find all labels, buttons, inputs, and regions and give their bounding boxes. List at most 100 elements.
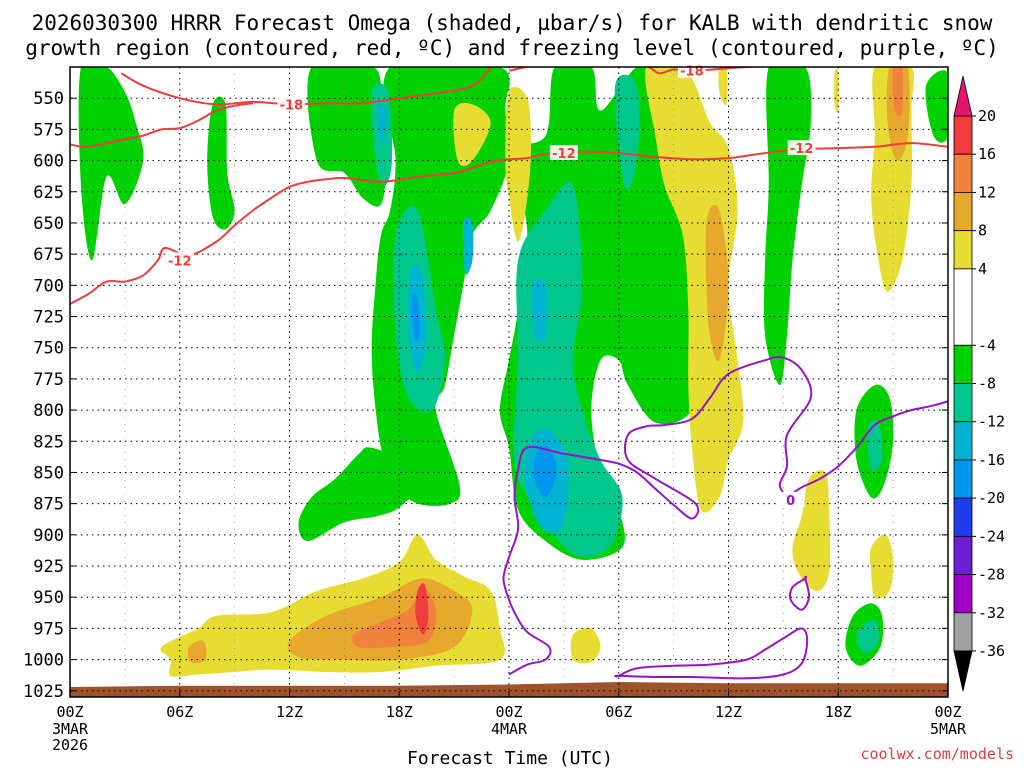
y-tick-label: 625	[33, 183, 64, 203]
x-tick-label: 00Z	[934, 703, 961, 721]
colorbar-bin	[953, 497, 973, 537]
y-tick-label: 750	[33, 339, 64, 359]
contour-label: -12	[790, 142, 814, 157]
colorbar-bin	[953, 383, 973, 423]
colorbar-tick-label: -20	[978, 489, 1005, 507]
x-tick-sublabel: 4MAR	[491, 720, 528, 738]
contour-label: -12	[168, 254, 192, 269]
colorbar-bin	[953, 230, 973, 270]
omega-region	[867, 420, 883, 472]
omega-region	[298, 447, 418, 542]
x-tick-sublabel: 3MAR	[52, 720, 89, 738]
contour-label-bg	[776, 491, 805, 507]
y-tick-label: 800	[33, 401, 64, 421]
colorbar-bin	[953, 421, 973, 461]
y-tick-label: 850	[33, 463, 64, 483]
colorbar-tick-label: -16	[978, 451, 1005, 469]
omega-region	[705, 204, 729, 362]
colorbar-bin	[953, 459, 973, 499]
omega-region	[570, 627, 601, 664]
contour-label-bg	[787, 140, 816, 156]
y-tick-label: 1025	[23, 682, 64, 702]
omega-region	[453, 102, 491, 167]
x-tick-sublabel: 5MAR	[930, 720, 967, 738]
omega-region	[371, 67, 510, 506]
contour-label-bg	[549, 145, 578, 161]
omega-region	[892, 67, 904, 117]
y-tick-label: 1000	[23, 651, 64, 671]
omega-region	[462, 217, 474, 275]
contour-line	[70, 142, 948, 305]
chart-title-line-2: growth region (contoured, red, ºC) and f…	[25, 36, 999, 60]
colorbar-bin	[953, 612, 973, 652]
y-tick-label: 775	[33, 370, 64, 390]
contour-line	[614, 627, 809, 680]
colorbar-tick-label: -8	[978, 375, 996, 393]
colorbar-over-arrow	[953, 75, 973, 117]
x-tick-label: 00Z	[56, 703, 83, 721]
omega-region	[505, 86, 531, 242]
x-tick-label: 12Z	[276, 703, 303, 721]
y-tick-label: 700	[33, 276, 64, 296]
contour-label-bg	[165, 252, 194, 268]
colorbar-tick-label: -24	[978, 527, 1005, 545]
contour-label: 0	[786, 494, 795, 509]
y-tick-label: 675	[33, 245, 64, 265]
x-tick-sublabel: 2026	[52, 736, 88, 754]
chart-title-line-1: 2026030300 HRRR Forecast Omega (shaded, …	[32, 11, 993, 35]
y-axis-ticks: 550 575 600 625 650 675 700 725 750 775 800 825 850 8…	[23, 89, 948, 702]
colorbar-bin	[953, 344, 973, 384]
x-tick-label: 00Z	[495, 703, 522, 721]
y-tick-label: 725	[33, 308, 64, 328]
colorbar-tick-label: 20	[978, 107, 996, 125]
colorbar-tick-label: -4	[978, 336, 996, 354]
contour-label: -18	[280, 98, 304, 113]
colorbar-tick-label: -36	[978, 642, 1005, 660]
x-tick-label: 12Z	[715, 703, 742, 721]
x-axis-label: Forecast Time (UTC)	[407, 748, 613, 768]
omega-region	[411, 293, 420, 340]
omega-region	[792, 470, 831, 591]
x-tick-label: 18Z	[825, 703, 852, 721]
colorbar-bin	[953, 574, 973, 614]
contour-line	[120, 67, 492, 106]
colorbar-tick-label: 8	[978, 222, 987, 240]
omega-region	[531, 279, 548, 342]
y-tick-label: 650	[33, 214, 64, 234]
omega-region	[718, 67, 728, 106]
contour-labels: -18 -18 -12 -12 -12 0	[165, 62, 816, 509]
omega-region	[645, 67, 744, 513]
y-tick-label: 950	[33, 588, 64, 608]
omega-region	[376, 102, 387, 144]
colorbar-bin	[953, 115, 973, 155]
contour-label-bg	[277, 96, 306, 112]
y-tick-label: 925	[33, 557, 64, 577]
colorbar-under-arrow	[953, 650, 973, 692]
colorbar-bin	[953, 192, 973, 232]
omega-region	[925, 70, 948, 143]
colorbar: 20 16 12 8 4 -4 -8 -12 -16 -20 -24 -28 -32 -36	[953, 75, 1005, 692]
credit-text: coolwx.com/models	[860, 745, 1014, 763]
x-tick-label: 18Z	[386, 703, 413, 721]
contour-line	[70, 102, 254, 148]
omega-region	[415, 583, 429, 635]
colorbar-tick-label: 16	[978, 145, 996, 163]
omega-region	[533, 446, 557, 498]
contour-line	[786, 400, 948, 499]
omega-region	[351, 587, 437, 649]
colorbar-bin	[953, 153, 973, 193]
omega-region	[187, 640, 207, 664]
omega-region	[869, 534, 894, 599]
contour-line	[788, 575, 811, 611]
omega-shading	[78, 67, 948, 677]
colorbar-tick-label: 4	[978, 260, 987, 278]
x-tick-label: 06Z	[605, 703, 632, 721]
contour-line	[502, 355, 813, 676]
y-tick-label: 900	[33, 526, 64, 546]
omega-region	[834, 68, 839, 113]
colorbar-tick-label: -12	[978, 413, 1005, 431]
colorbar-tick-label: 12	[978, 183, 996, 201]
omega-region	[78, 67, 144, 261]
